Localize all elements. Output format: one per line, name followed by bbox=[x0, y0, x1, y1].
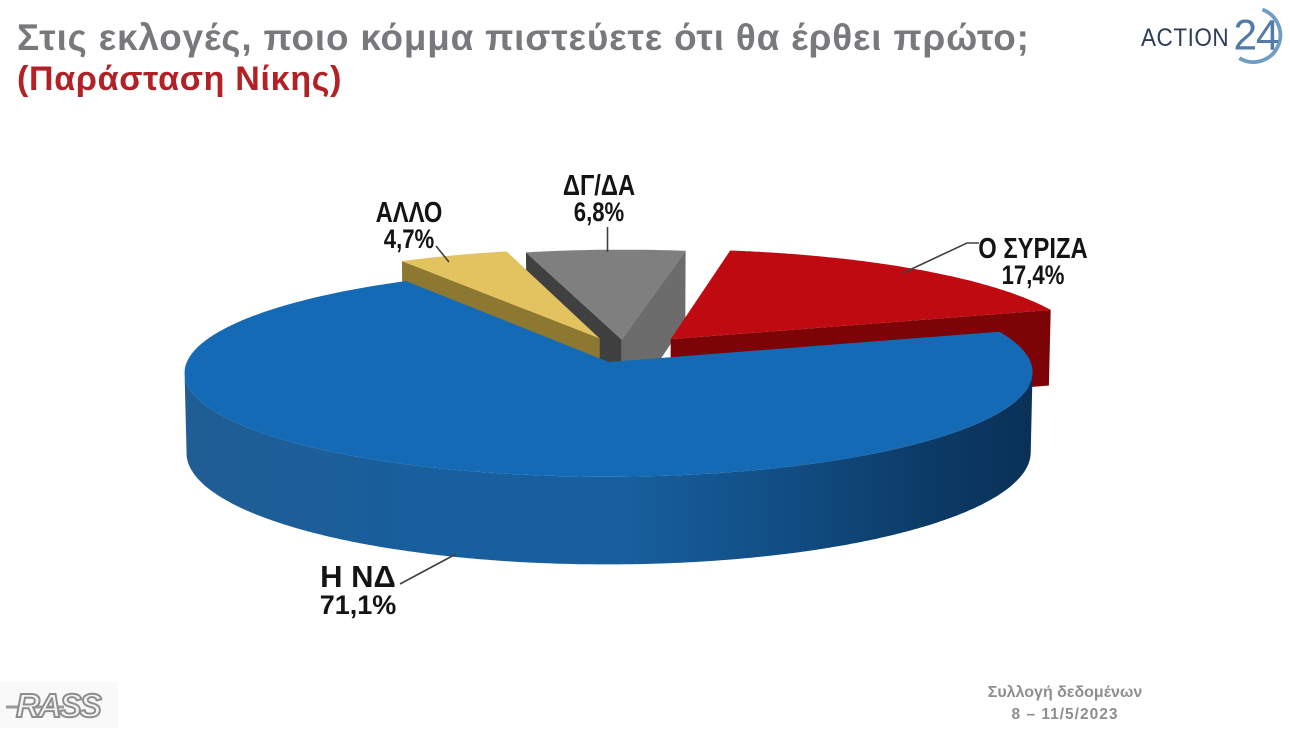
svg-text:RASS: RASS bbox=[16, 687, 102, 724]
svg-text:24: 24 bbox=[1234, 13, 1279, 60]
svg-text:ACTION: ACTION bbox=[1141, 24, 1229, 52]
